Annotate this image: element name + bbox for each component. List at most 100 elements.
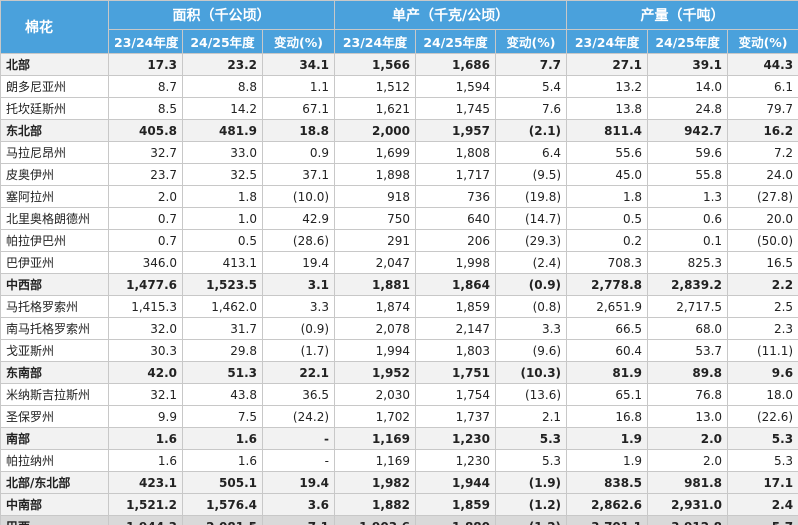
- table-cell: 33.0: [182, 141, 263, 164]
- table-cell: 7.5: [182, 405, 263, 428]
- table-cell: 1,952: [334, 361, 417, 384]
- row-label: 塞阿拉州: [0, 185, 109, 208]
- table-cell: 2,839.2: [647, 273, 729, 296]
- table-cell: 1,169: [334, 449, 417, 472]
- table-cell: (1.2): [495, 515, 568, 525]
- table-cell: 24.8: [647, 97, 729, 120]
- table-cell: 1,898: [334, 163, 417, 186]
- col-header: 24/25年度: [647, 29, 729, 54]
- table-cell: 1,944.3: [108, 515, 183, 525]
- table-cell: 5.4: [495, 75, 568, 98]
- col-header: 变动(%): [495, 29, 568, 54]
- table-cell: 0.7: [108, 207, 183, 230]
- table-row: 托坎廷斯州 8.5 14.2 67.1 1,621 1,745 7.6 13.8 24.8 79.…: [0, 97, 798, 120]
- table-cell: 1,523.5: [182, 273, 263, 296]
- table-row: 皮奥伊州 23.7 32.5 37.1 1,898 1,717 (9.5) 45.0 55.8 2…: [0, 163, 798, 186]
- table-cell: 45.0: [566, 163, 649, 186]
- table-cell: (50.0): [727, 229, 798, 252]
- table-header: 棉花 面积（千公顷） 单产（千克/公顷） 产量（千吨） 23/24年度 24/2…: [0, 0, 798, 54]
- table-cell: 66.5: [566, 317, 649, 340]
- row-label: 马拉尼昂州: [0, 141, 109, 164]
- table-cell: 2,717.5: [647, 295, 729, 318]
- table-cell: 2,931.0: [647, 493, 729, 516]
- col-header: 23/24年度: [334, 29, 417, 54]
- table-cell: 1,737: [415, 405, 497, 428]
- table-cell: 9.6: [727, 361, 798, 384]
- table-cell: 1,881: [334, 273, 417, 296]
- table-cell: (2.1): [495, 119, 568, 142]
- table-cell: 2,862.6: [566, 493, 649, 516]
- table-cell: 1.0: [182, 207, 263, 230]
- table-cell: 17.3: [108, 53, 183, 76]
- table-cell: 1,686: [415, 53, 497, 76]
- table-cell: 17.1: [727, 471, 798, 494]
- group-header-output: 产量（千吨）: [566, 0, 798, 30]
- table-cell: 39.1: [647, 53, 729, 76]
- table-cell: 6.4: [495, 141, 568, 164]
- row-label: 中南部: [0, 493, 109, 516]
- table-cell: (13.6): [495, 383, 568, 406]
- table-cell: (10.3): [495, 361, 568, 384]
- table-cell: 505.1: [182, 471, 263, 494]
- table-cell: 8.8: [182, 75, 263, 98]
- group-header-yield: 单产（千克/公顷）: [334, 0, 568, 30]
- table-cell: 1,230: [415, 449, 497, 472]
- table-cell: 1.9: [566, 427, 649, 450]
- table-cell: (10.0): [261, 185, 336, 208]
- table-cell: (29.3): [495, 229, 568, 252]
- table-cell: 1,944: [415, 471, 497, 494]
- table-cell: 13.8: [566, 97, 649, 120]
- table-cell: 42.9: [261, 207, 336, 230]
- table-row: 朗多尼亚州 8.7 8.8 1.1 1,512 1,594 5.4 13.2 14.0 6.1: [0, 75, 798, 98]
- table-cell: 24.0: [727, 163, 798, 186]
- table-cell: 42.0: [108, 361, 183, 384]
- table-cell: 2.1: [495, 405, 568, 428]
- table-cell: 53.7: [647, 339, 729, 362]
- table-cell: 65.1: [566, 383, 649, 406]
- table-cell: 1,880: [415, 515, 497, 525]
- table-cell: 18.0: [727, 383, 798, 406]
- table-cell: 5.3: [727, 449, 798, 472]
- table-cell: 1.9: [566, 449, 649, 472]
- table-cell: 5.7: [727, 515, 798, 525]
- table-row: 戈亚斯州 30.3 29.8 (1.7) 1,994 1,803 (9.6) 60.4 53.7…: [0, 339, 798, 362]
- col-header: 变动(%): [261, 29, 336, 54]
- table-cell: 55.8: [647, 163, 729, 186]
- table-cell: 16.5: [727, 251, 798, 274]
- table-cell: 32.5: [182, 163, 263, 186]
- table-cell: 14.0: [647, 75, 729, 98]
- table-row: 米纳斯吉拉斯州 32.1 43.8 36.5 2,030 1,754 (13.6) 65.1 7…: [0, 383, 798, 406]
- table-cell: 736: [415, 185, 497, 208]
- table-cell: 981.8: [647, 471, 729, 494]
- table-row: 巴伊亚州 346.0 413.1 19.4 2,047 1,998 (2.4) 708.3 82…: [0, 251, 798, 274]
- row-label: 圣保罗州: [0, 405, 109, 428]
- table-row: 圣保罗州 9.9 7.5 (24.2) 1,702 1,737 2.1 16.8 13.0 (22…: [0, 405, 798, 428]
- table-cell: 1,998: [415, 251, 497, 274]
- table-cell: 37.1: [261, 163, 336, 186]
- table-cell: 30.3: [108, 339, 183, 362]
- table-cell: 346.0: [108, 251, 183, 274]
- table-cell: 1,621: [334, 97, 417, 120]
- table-row: 中南部 1,521.2 1,576.4 3.6 1,882 1,859 (1.2) 2,862…: [0, 493, 798, 516]
- table-cell: 6.1: [727, 75, 798, 98]
- table-cell: 0.6: [647, 207, 729, 230]
- table-row: 中西部 1,477.6 1,523.5 3.1 1,881 1,864 (0.9) 2,778…: [0, 273, 798, 296]
- row-label: 米纳斯吉拉斯州: [0, 383, 109, 406]
- row-label: 朗多尼亚州: [0, 75, 109, 98]
- table-row: 北部/东北部 423.1 505.1 19.4 1,982 1,944 (1.9) 838.5…: [0, 471, 798, 494]
- table-cell: 7.2: [727, 141, 798, 164]
- table-cell: 81.9: [566, 361, 649, 384]
- row-label: 南马托格罗索州: [0, 317, 109, 340]
- col-header: 变动(%): [727, 29, 798, 54]
- table-cell: 1,864: [415, 273, 497, 296]
- group-header-area: 面积（千公顷）: [107, 0, 336, 30]
- table-cell: 2,081.5: [182, 515, 263, 525]
- table-cell: 2,030: [334, 383, 417, 406]
- table-cell: 2,078: [334, 317, 417, 340]
- row-label: 帕拉纳州: [0, 449, 109, 472]
- table-cell: 1,169: [334, 427, 417, 450]
- row-label: 北部/东北部: [0, 471, 109, 494]
- table-cell: 708.3: [566, 251, 649, 274]
- table-cell: 2.2: [727, 273, 798, 296]
